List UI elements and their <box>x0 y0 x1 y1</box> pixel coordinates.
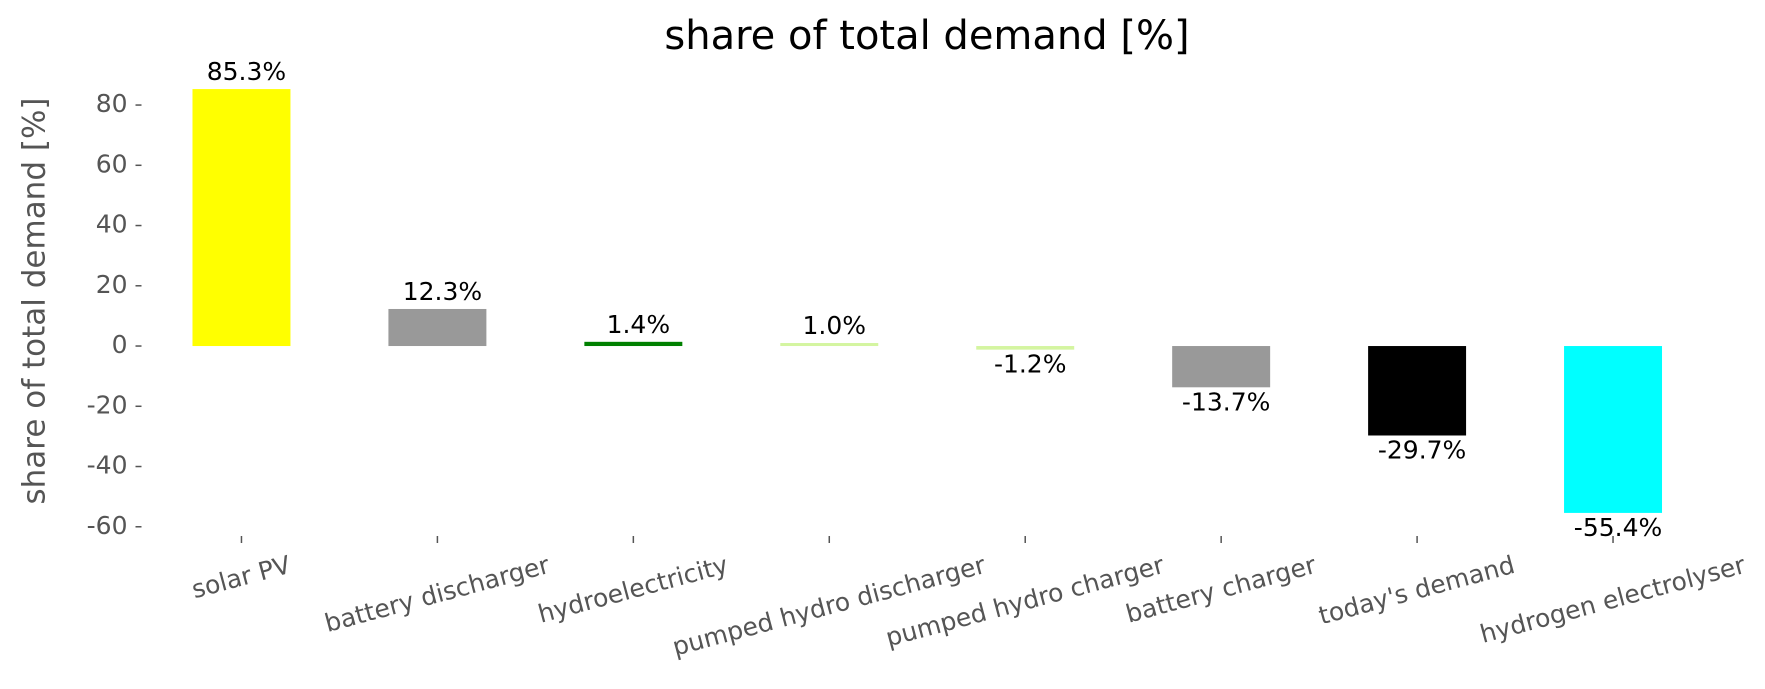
bar <box>388 308 487 347</box>
bar <box>192 89 291 347</box>
value-label: -13.7% <box>1182 387 1270 416</box>
value-label: -1.2% <box>994 350 1067 379</box>
bar <box>584 341 683 347</box>
x-tick-label: solar PV <box>189 550 294 604</box>
bar <box>1564 346 1663 513</box>
value-label: 85.3% <box>207 57 286 86</box>
y-tick-label: -20 <box>87 390 128 419</box>
value-label: 1.4% <box>607 310 671 339</box>
y-tick-label: -60 <box>87 511 128 540</box>
bar <box>780 343 879 347</box>
value-label: -29.7% <box>1378 435 1466 464</box>
y-tick-label: 40 <box>96 210 128 239</box>
value-label: 1.0% <box>803 311 867 340</box>
value-label: 12.3% <box>403 277 482 306</box>
bar <box>1368 346 1467 436</box>
y-tick-label: 60 <box>96 149 128 178</box>
y-tick-label: -40 <box>87 451 128 480</box>
x-tick-label: hydroelectricity <box>535 550 731 629</box>
y-axis-label: share of total demand [%] <box>17 97 53 504</box>
y-tick-label: 20 <box>96 270 128 299</box>
y-tick-label: 80 <box>96 89 128 118</box>
x-tick-label: hydrogen electrolyser <box>1477 550 1749 649</box>
value-label: -55.4% <box>1574 513 1662 542</box>
chart-title: share of total demand [%] <box>664 13 1189 59</box>
x-tick-label: battery discharger <box>322 550 554 638</box>
bar <box>1172 346 1271 388</box>
bar <box>976 346 1075 350</box>
y-tick-label: 0 <box>112 330 128 359</box>
